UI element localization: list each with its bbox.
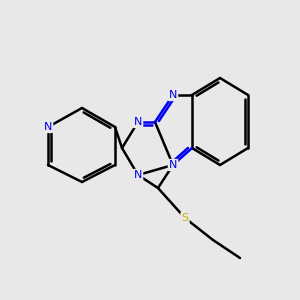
- Text: N: N: [134, 117, 142, 127]
- Text: N: N: [169, 90, 177, 100]
- Text: N: N: [134, 170, 142, 180]
- Text: N: N: [44, 122, 52, 132]
- Text: N: N: [169, 160, 177, 170]
- Text: S: S: [182, 213, 189, 223]
